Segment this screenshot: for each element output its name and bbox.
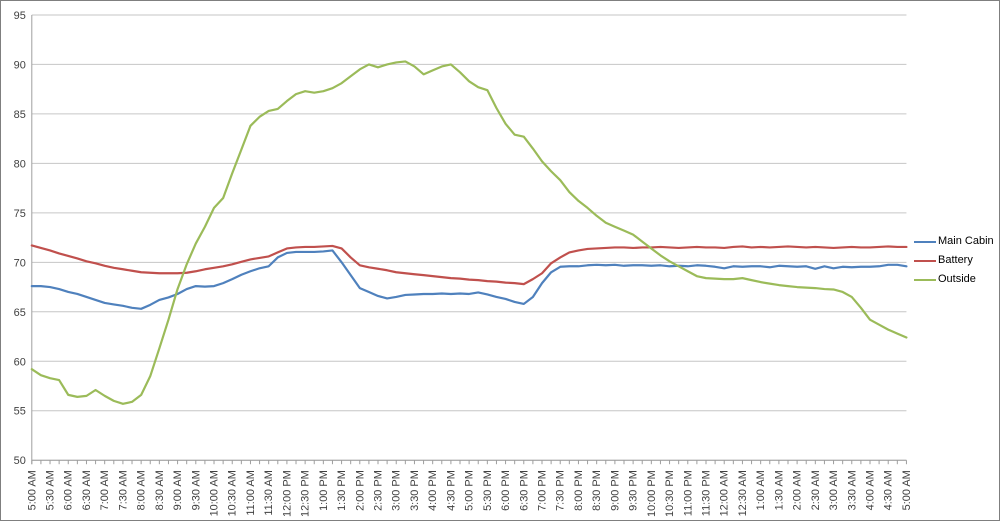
x-axis-tick-label: 5:30 AM <box>45 470 57 510</box>
legend-item-main-cabin: Main Cabin <box>914 232 994 251</box>
legend-line-sample-main-cabin <box>914 240 936 243</box>
x-axis-tick-label: 4:00 PM <box>427 470 439 511</box>
x-axis-tick-label: 3:30 AM <box>846 470 858 510</box>
series-line-outside <box>30 60 908 405</box>
x-axis-tick-label: 6:30 PM <box>518 470 530 511</box>
x-axis-tick-label: 12:30 AM <box>737 470 749 516</box>
x-axis-tick-label: 7:30 AM <box>117 470 129 510</box>
x-axis-tick-label: 6:00 AM <box>63 470 75 510</box>
x-axis-tick-label: 10:00 PM <box>646 470 658 517</box>
x-axis-tick-label: 2:30 AM <box>810 470 822 510</box>
x-axis-tick-label: 6:30 AM <box>81 470 93 510</box>
legend-item-outside: Outside <box>914 270 994 289</box>
x-axis-tick-label: 7:30 PM <box>555 470 567 511</box>
x-axis-tick-label: 1:30 AM <box>773 470 785 510</box>
y-axis-tick-label: 55 <box>14 406 26 418</box>
x-axis-tick-label: 9:30 PM <box>628 470 640 511</box>
legend-line-sample-battery <box>914 259 936 262</box>
x-axis-tick-label: 9:30 AM <box>190 470 202 510</box>
x-axis-tick-label: 5:00 AM <box>901 470 913 510</box>
series-line-battery <box>30 244 908 286</box>
y-axis-tick-label: 80 <box>14 158 26 170</box>
x-axis-tick-label: 5:30 PM <box>482 470 494 511</box>
x-axis-tick-label: 6:00 PM <box>500 470 512 511</box>
legend-line-sample-outside <box>914 278 936 281</box>
y-axis-tick-label: 60 <box>14 356 26 368</box>
x-axis-tick-label: 5:00 AM <box>26 470 38 510</box>
x-axis-tick-label: 11:00 AM <box>245 470 257 515</box>
x-axis-tick-label: 3:00 AM <box>828 470 840 510</box>
x-axis-tick-label: 4:00 AM <box>864 470 876 510</box>
x-axis-tick-label: 4:30 AM <box>883 470 895 510</box>
x-axis-tick-label: 12:00 AM <box>719 470 731 516</box>
legend-item-battery: Battery <box>914 251 994 270</box>
x-axis-tick-label: 8:00 PM <box>573 470 585 511</box>
x-axis-tick-label: 2:00 AM <box>792 470 804 510</box>
y-axis-tick-label: 50 <box>14 455 26 467</box>
x-axis-tick-label: 8:30 PM <box>591 470 603 511</box>
x-axis-tick-label: 11:30 PM <box>700 470 712 516</box>
x-axis-tick-label: 8:30 AM <box>154 470 166 510</box>
x-axis-tick-label: 4:30 PM <box>445 470 457 511</box>
x-axis-tick-label: 8:00 AM <box>136 470 148 510</box>
x-axis-tick-label: 12:00 PM <box>281 470 293 517</box>
x-axis-tick-label: 10:30 PM <box>664 470 676 517</box>
x-axis-tick-label: 12:30 PM <box>300 470 312 517</box>
legend-label-battery: Battery <box>938 254 973 266</box>
chart-legend: Main Cabin Battery Outside <box>914 232 994 289</box>
x-axis-tick-label: 9:00 AM <box>172 470 184 510</box>
legend-label-outside: Outside <box>938 273 976 285</box>
x-axis-tick-label: 3:00 PM <box>391 470 403 511</box>
x-axis-tick-label: 1:00 PM <box>318 470 330 511</box>
x-axis-tick-label: 9:00 PM <box>609 470 621 511</box>
y-axis-tick-label: 95 <box>14 10 26 22</box>
x-axis-tick-label: 11:00 PM <box>682 470 694 516</box>
x-axis-tick-label: 7:00 PM <box>536 470 548 511</box>
x-axis-tick-label: 1:30 PM <box>336 470 348 511</box>
x-axis-tick-label: 10:00 AM <box>209 470 221 516</box>
y-axis-tick-label: 70 <box>14 257 26 269</box>
y-axis-tick-label: 65 <box>14 307 26 319</box>
x-axis-tick-label: 2:30 PM <box>372 470 384 511</box>
x-axis-tick-label: 1:00 AM <box>755 470 767 510</box>
y-axis-tick-label: 75 <box>14 208 26 220</box>
x-axis-tick-label: 7:00 AM <box>99 470 111 510</box>
y-axis-tick-label: 85 <box>14 109 26 121</box>
x-axis-tick-label: 3:30 PM <box>409 470 421 511</box>
x-axis-tick-label: 11:30 AM <box>263 470 275 515</box>
y-axis-tick-label: 90 <box>14 59 26 71</box>
x-axis-tick-label: 10:30 AM <box>227 470 239 516</box>
legend-label-main-cabin: Main Cabin <box>938 235 994 247</box>
x-axis-tick-label: 2:00 PM <box>354 470 366 511</box>
series-line-main-cabin <box>30 249 908 310</box>
x-axis-tick-label: 5:00 PM <box>464 470 476 511</box>
